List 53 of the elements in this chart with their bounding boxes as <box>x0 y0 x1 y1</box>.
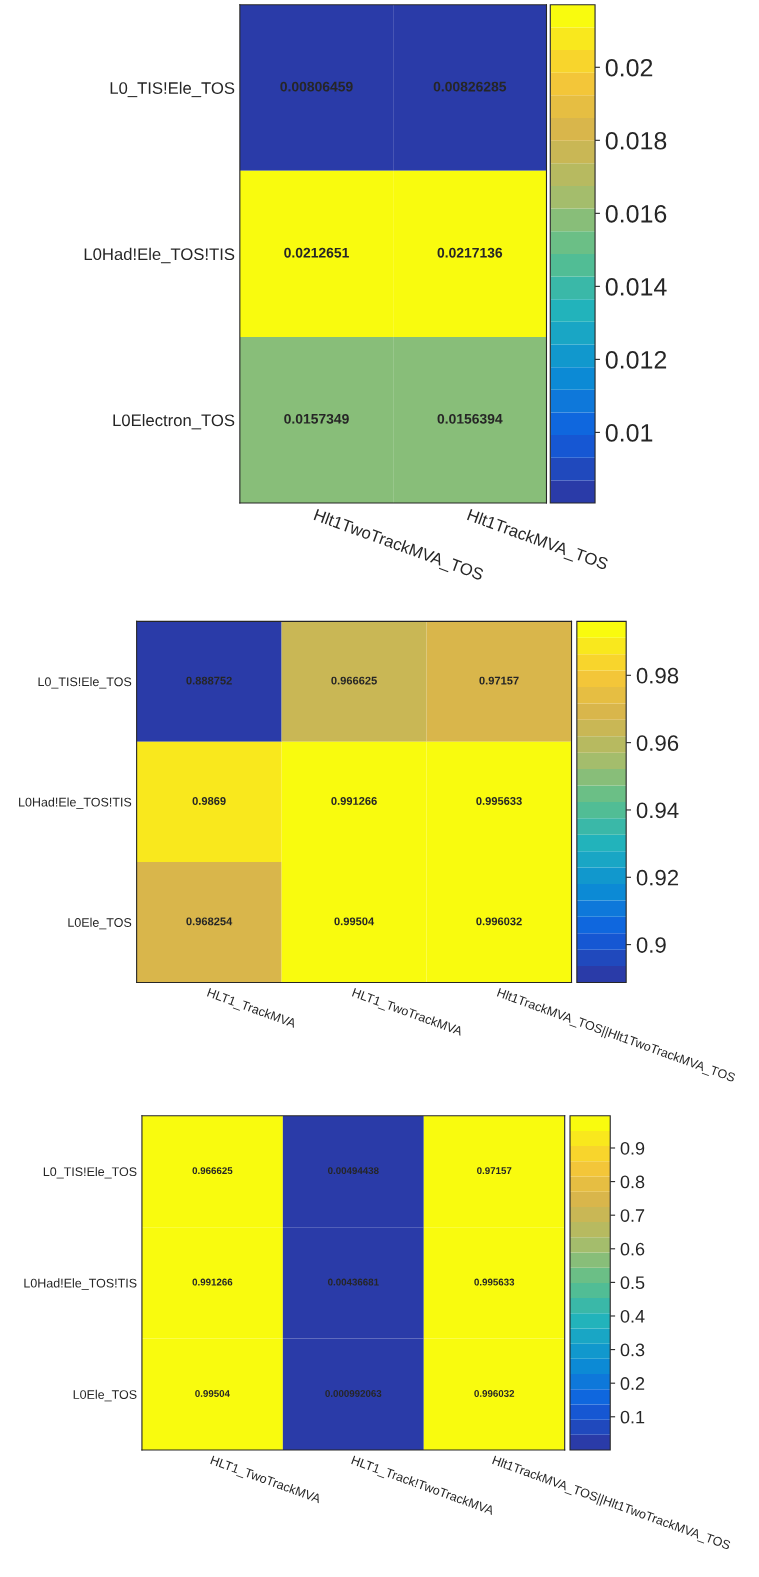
data-label: 0.966625 <box>331 676 377 685</box>
data-label: 0.99504 <box>334 917 375 926</box>
y-tick-label: L0Ele_TOS <box>68 917 132 930</box>
data-label: 0.000992063 <box>325 1390 382 1397</box>
data-label: 0.995633 <box>474 1278 515 1286</box>
data-label: 0.996032 <box>474 1390 515 1397</box>
data-label: 0.00436681 <box>328 1278 379 1286</box>
color-bar-label: 0.94 <box>636 802 679 819</box>
color-bar-label: 0.01 <box>605 424 653 442</box>
color-bar-label: 0.3 <box>620 1343 645 1357</box>
color-bar-label: 0.6 <box>620 1242 645 1256</box>
data-label: 0.00806459 <box>280 81 353 92</box>
color-bar-label: 0.014 <box>605 277 667 296</box>
data-label: 0.996032 <box>476 917 522 926</box>
y-tick-label: L0Had!Ele_TOS!TIS <box>19 797 132 809</box>
data-label: 0.0217136 <box>437 247 503 258</box>
y-tick-label: L0Electron_TOS <box>113 413 235 430</box>
data-label: 0.995633 <box>476 797 522 805</box>
data-label: 0.97157 <box>477 1167 512 1175</box>
data-label: 0.0156394 <box>437 413 503 424</box>
data-label: 0.0157349 <box>284 413 349 424</box>
color-bar-label: 0.4 <box>620 1309 645 1323</box>
color-bar-label: 0.96 <box>636 735 679 751</box>
data-label: 0.968254 <box>186 917 233 926</box>
data-label: 0.00826285 <box>433 81 507 92</box>
color-bar-label: 0.018 <box>605 131 667 150</box>
data-label: 0.99504 <box>195 1390 230 1397</box>
y-tick-label: L0Had!Ele_TOS!TIS <box>84 247 235 264</box>
y-tick-label: L0_TIS!Ele_TOS <box>110 81 235 98</box>
y-tick-label: L0_TIS!Ele_TOS <box>38 677 132 689</box>
color-bar-label: 0.012 <box>605 350 667 369</box>
data-label: 0.0212651 <box>284 247 349 258</box>
color-bar-label: 0.9 <box>636 937 666 953</box>
color-bar-label: 0.9 <box>620 1141 645 1155</box>
color-bar-label: 0.7 <box>620 1209 645 1222</box>
y-tick-label: L0Had!Ele_TOS!TIS <box>24 1278 137 1290</box>
color-bar-label: 0.5 <box>620 1276 645 1290</box>
color-bar-label: 0.02 <box>605 58 653 77</box>
data-label: 0.00494438 <box>328 1167 379 1175</box>
data-label: 0.888752 <box>186 676 232 685</box>
color-bar-label: 0.2 <box>620 1377 645 1390</box>
data-label: 0.991266 <box>192 1278 233 1286</box>
y-tick-label: L0Ele_TOS <box>73 1389 137 1402</box>
color-bar-label: 0.016 <box>605 204 667 223</box>
data-label: 0.966625 <box>192 1167 233 1175</box>
color-bar-label: 0.98 <box>636 667 679 684</box>
data-label: 0.97157 <box>479 676 519 685</box>
color-bar-label: 0.1 <box>620 1410 645 1424</box>
data-label: 0.9869 <box>192 797 226 805</box>
color-bar-label: 0.8 <box>620 1175 645 1189</box>
y-tick-label: L0_TIS!Ele_TOS <box>43 1166 137 1179</box>
color-bar-label: 0.92 <box>636 869 679 886</box>
data-label: 0.991266 <box>331 797 377 805</box>
